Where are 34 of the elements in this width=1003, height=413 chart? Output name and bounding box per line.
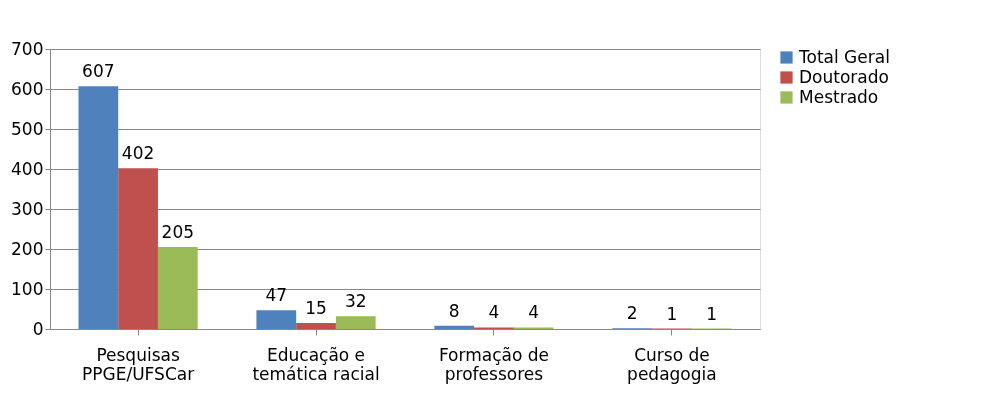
x-tick-label: Curso de pedagogia (627, 344, 717, 384)
bar (296, 323, 336, 329)
bar (434, 325, 475, 329)
y-tick-label: 100 (11, 278, 44, 299)
y-tick-label: 600 (11, 78, 44, 99)
bar (118, 168, 158, 329)
data-label: 1 (666, 303, 678, 324)
data-label: 32 (344, 291, 367, 312)
legend-label: Total Geral (798, 46, 890, 67)
data-label: 2 (626, 303, 638, 324)
x-tick-label: Pesquisas PPGE/UFSCar (82, 344, 195, 384)
data-label: 4 (528, 302, 540, 323)
legend-label: Doutorado (799, 66, 889, 87)
x-tick-label: Educação e temática racial (252, 344, 380, 384)
data-label: 15 (305, 298, 327, 318)
data-label: 402 (121, 143, 155, 164)
bar (157, 247, 198, 329)
data-label: 4 (488, 302, 500, 323)
y-tick-label: 500 (11, 118, 44, 139)
data-label: 8 (448, 300, 460, 321)
data-label: 205 (161, 222, 195, 242)
y-tick-label: 0 (32, 318, 44, 339)
y-tick-label: 400 (11, 158, 44, 179)
y-tick-label: 700 (11, 38, 44, 59)
bar (335, 316, 376, 329)
y-tick-label: 300 (11, 198, 44, 219)
bar (78, 86, 119, 329)
legend-label: Mestrado (799, 86, 879, 107)
data-label: 1 (706, 303, 718, 324)
data-label: 607 (82, 61, 115, 82)
x-tick-label: Formação de professores (438, 344, 549, 384)
data-label: 47 (265, 285, 288, 306)
bar (256, 310, 297, 329)
y-tick-label: 200 (11, 238, 44, 259)
